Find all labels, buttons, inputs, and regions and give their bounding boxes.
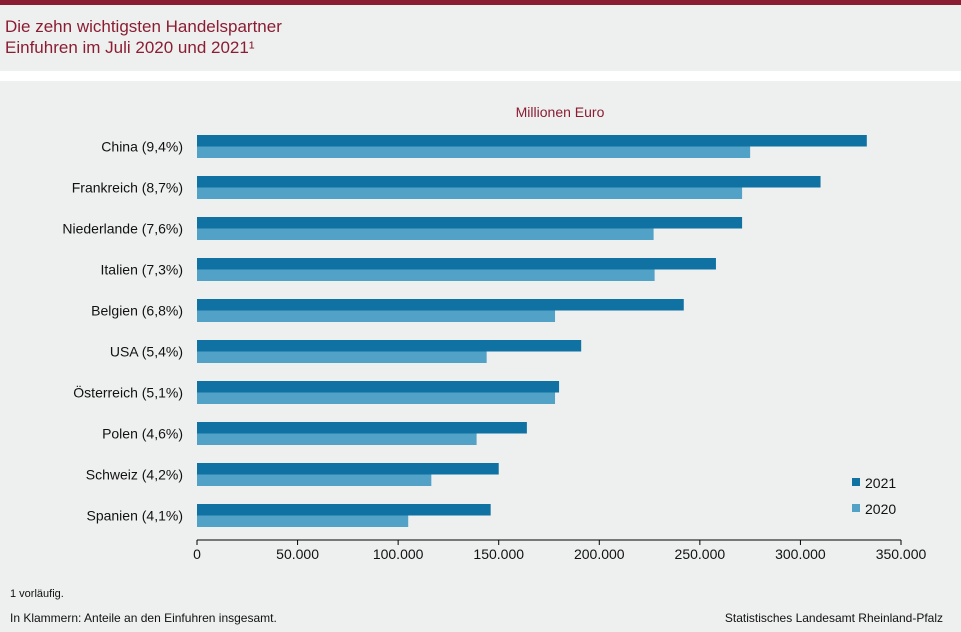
- bar-2020-4: [197, 269, 655, 281]
- bar-2021-8: [197, 422, 527, 434]
- category-label: Niederlande (7,6%): [62, 221, 183, 237]
- bar-2020-8: [197, 433, 477, 445]
- bar-2020-9: [197, 474, 432, 486]
- top-accent-bar: [0, 0, 961, 5]
- legend: 2021 2020: [852, 475, 896, 517]
- category-label: Österreich (5,1%): [73, 384, 183, 401]
- category-label: China (9,4%): [101, 139, 183, 155]
- x-tick-label: 200.000: [574, 546, 625, 562]
- legend-swatch-2021: [852, 478, 860, 486]
- category-label: Italien (7,3%): [101, 262, 183, 278]
- category-labels: China (9,4%) Frankreich (8,7%) Niederlande…: [62, 139, 183, 524]
- bars-layer: [197, 135, 867, 527]
- share-note: In Klammern: Anteile an den Einfuhren in…: [10, 611, 277, 625]
- legend-swatch-2020: [852, 504, 860, 512]
- bar-2020-1: [197, 146, 751, 158]
- source-label: Statistisches Landesamt Rheinland-Pfalz: [724, 611, 943, 625]
- bar-2020-3: [197, 228, 654, 240]
- bar-2021-10: [197, 504, 491, 516]
- category-label: Schweiz (4,2%): [86, 467, 183, 483]
- category-label: Frankreich (8,7%): [72, 180, 183, 196]
- x-tick-label: 250.000: [675, 546, 726, 562]
- bar-2021-3: [197, 217, 743, 229]
- x-tick-label: 150.000: [473, 546, 524, 562]
- bar-chart: Millionen Euro China (9,4%) Frankreich (8…: [62, 104, 927, 562]
- bar-2021-2: [197, 176, 821, 188]
- legend-label-2020: 2020: [865, 501, 896, 517]
- x-axis-ticks: 0 50.000 100.000 150.000 200.000 250.000 300.0…: [193, 540, 927, 562]
- x-tick-label: 100.000: [373, 546, 424, 562]
- category-label: Spanien (4,1%): [86, 508, 183, 524]
- bar-2021-7: [197, 381, 560, 393]
- x-tick-label: 350.000: [876, 546, 927, 562]
- bar-2021-6: [197, 340, 582, 352]
- category-label: USA (5,4%): [110, 344, 183, 360]
- title-line-1: Die zehn wichtigsten Handelspartner: [5, 17, 282, 36]
- legend-label-2021: 2021: [865, 475, 896, 491]
- bar-2021-9: [197, 463, 499, 475]
- bar-2020-6: [197, 351, 487, 363]
- category-label: Polen (4,6%): [102, 426, 183, 442]
- chart-title: Die zehn wichtigsten Handelspartner Einf…: [5, 16, 282, 58]
- bar-2020-2: [197, 187, 743, 199]
- x-tick-label: 50.000: [276, 546, 319, 562]
- title-line-2: Einfuhren im Juli 2020 und 2021¹: [5, 38, 255, 57]
- bar-2020-5: [197, 310, 556, 322]
- bar-2020-10: [197, 515, 409, 527]
- category-label: Belgien (6,8%): [91, 303, 183, 319]
- x-tick-label: 0: [193, 546, 201, 562]
- bar-2021-1: [197, 135, 867, 147]
- bar-2021-5: [197, 299, 684, 311]
- bar-2020-7: [197, 392, 556, 404]
- unit-label: Millionen Euro: [516, 104, 605, 120]
- header-separator: [0, 71, 961, 81]
- x-tick-label: 300.000: [775, 546, 826, 562]
- bar-2021-4: [197, 258, 716, 270]
- footnote: 1 vorläufig.: [10, 588, 64, 600]
